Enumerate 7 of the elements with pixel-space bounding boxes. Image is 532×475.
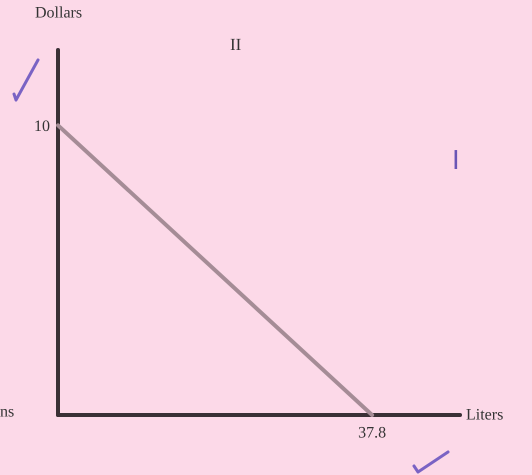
text: Dollars [35,4,82,22]
annotation: I [452,146,460,176]
x-axis-title: Liters [466,406,504,424]
text: ns [0,404,14,420]
text: 37.8 [358,424,386,442]
text: 10 [34,118,50,136]
text: II [230,35,242,54]
